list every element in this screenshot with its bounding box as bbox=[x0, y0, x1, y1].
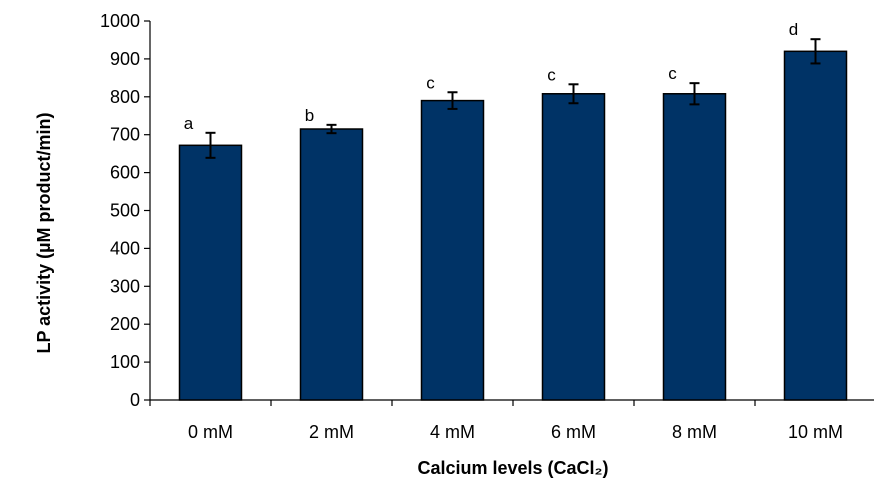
x-tick-label: 10 mM bbox=[788, 422, 843, 442]
bar bbox=[541, 93, 606, 401]
significance-label: a bbox=[184, 114, 194, 133]
x-tick-label: 0 mM bbox=[188, 422, 233, 442]
y-tick-label: 1000 bbox=[100, 11, 140, 31]
error-bar bbox=[205, 131, 216, 159]
y-tick-label: 800 bbox=[110, 87, 140, 107]
significance-label: c bbox=[426, 73, 435, 92]
y-tick-label: 500 bbox=[110, 201, 140, 221]
y-tick-label: 100 bbox=[110, 352, 140, 372]
error-bar bbox=[689, 82, 700, 106]
x-axis: 0 mM 2 mM 4 mM 6 mM 8 mM 10 mM bbox=[149, 399, 874, 442]
x-tick-label: 8 mM bbox=[672, 422, 717, 442]
x-tick-label: 6 mM bbox=[551, 422, 596, 442]
x-tick-label: 2 mM bbox=[309, 422, 354, 442]
significance-label: d bbox=[789, 20, 798, 39]
bar bbox=[178, 144, 243, 401]
y-tick-label: 200 bbox=[110, 314, 140, 334]
bar bbox=[783, 50, 848, 401]
significance-label: c bbox=[668, 64, 677, 83]
y-tick-label: 600 bbox=[110, 163, 140, 183]
error-bar bbox=[447, 91, 458, 110]
y-tick-label: 900 bbox=[110, 49, 140, 69]
significance-labels: a b c c c d bbox=[184, 20, 798, 133]
y-axis-title: LP activity (µM product/min) bbox=[34, 112, 54, 353]
error-bar bbox=[326, 123, 337, 135]
y-axis: 0 100 200 300 400 500 600 700 800 900 1000 bbox=[100, 11, 151, 410]
error-bar bbox=[568, 83, 579, 105]
significance-label: c bbox=[547, 65, 556, 84]
y-tick-label: 700 bbox=[110, 125, 140, 145]
y-tick-label: 0 bbox=[130, 390, 140, 410]
bar bbox=[662, 93, 727, 401]
significance-label: b bbox=[305, 106, 314, 125]
bar bbox=[420, 99, 485, 401]
x-tick-label: 4 mM bbox=[430, 422, 475, 442]
error-bars bbox=[205, 38, 821, 159]
y-tick-label: 400 bbox=[110, 238, 140, 258]
error-bar bbox=[810, 38, 821, 65]
x-axis-title: Calcium levels (CaCl₂) bbox=[417, 458, 608, 478]
y-tick-label: 300 bbox=[110, 276, 140, 296]
bar bbox=[299, 128, 364, 401]
bars bbox=[178, 50, 848, 401]
